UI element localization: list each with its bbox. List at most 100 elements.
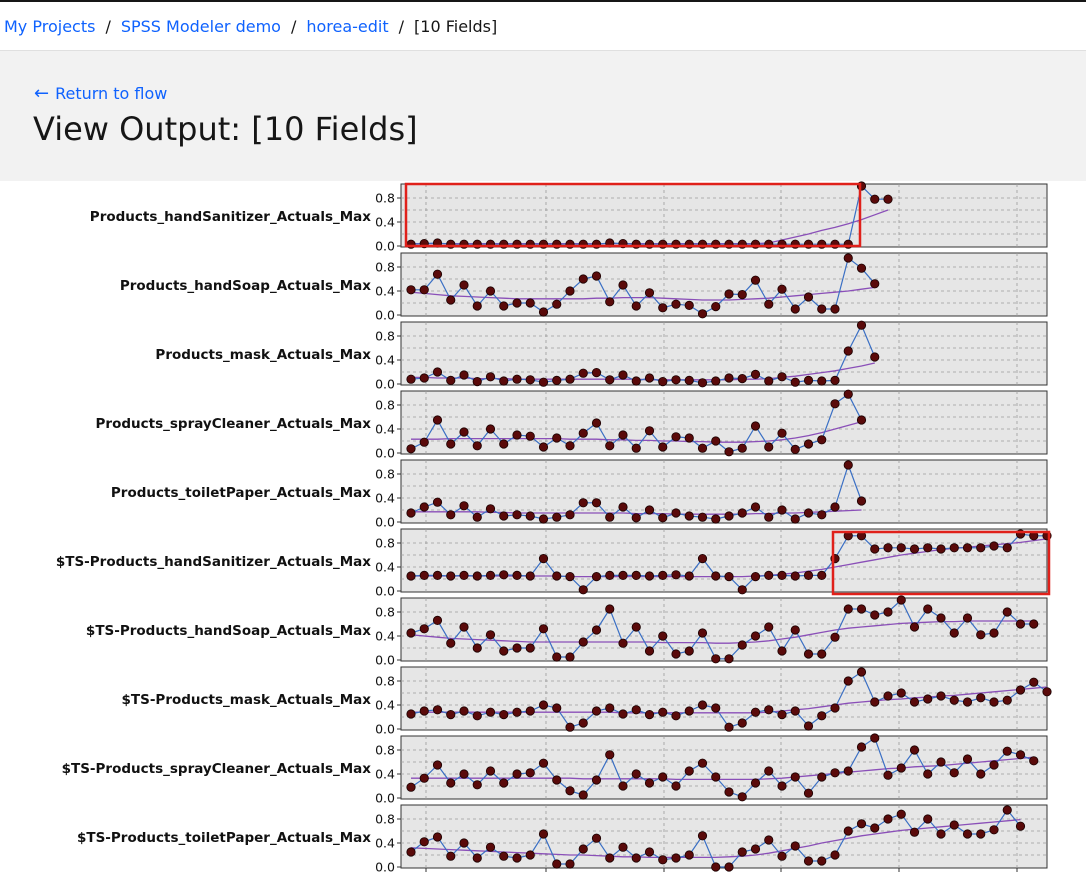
data-point: [843, 604, 853, 614]
data-point: [618, 430, 628, 440]
data-point: [671, 711, 681, 721]
data-point: [737, 585, 747, 595]
data-point: [631, 769, 641, 779]
data-point: [631, 513, 641, 523]
data-point: [684, 571, 694, 581]
trend-line: [410, 620, 1034, 644]
return-to-flow-link[interactable]: ← Return to flow: [34, 83, 167, 104]
data-point: [605, 750, 615, 760]
y-axis-label: $TS-Products_toiletPaper_Actuals_Max: [77, 830, 371, 846]
data-point: [764, 570, 774, 580]
data-point: [472, 377, 482, 387]
data-point: [697, 443, 708, 453]
data-point: [949, 628, 959, 638]
y-tick-label: 0.4: [375, 698, 395, 713]
data-point: [817, 510, 827, 520]
data-point: [803, 570, 814, 580]
data-point: [962, 829, 973, 839]
data-point: [499, 511, 509, 521]
data-point: [1015, 685, 1026, 695]
data-point: [803, 721, 814, 731]
data-point: [432, 269, 443, 279]
data-point: [485, 504, 496, 514]
trend-line: [410, 818, 1021, 859]
data-point: [777, 781, 787, 791]
y-tick-label: 0.0: [375, 722, 395, 737]
data-point: [485, 372, 496, 382]
data-point: [724, 447, 734, 457]
data-point: [750, 778, 761, 788]
y-tick-label: 0.8: [375, 260, 395, 275]
plot-frame: [400, 183, 1048, 248]
data-point: [578, 844, 588, 854]
data-point: [830, 304, 840, 314]
data-point: [750, 502, 761, 512]
trend-line: [410, 286, 875, 301]
data-point: [618, 370, 628, 380]
page-header: ← Return to flow View Output: [10 Fields]: [0, 51, 1086, 181]
breadcrumb-link-project[interactable]: SPSS Modeler demo: [120, 17, 281, 36]
data-point: [512, 707, 522, 717]
data-point: [989, 697, 999, 707]
data-point: [578, 368, 588, 378]
y-tick-label: 0.0: [375, 515, 395, 530]
data-point: [459, 501, 469, 511]
plot-frame: [400, 735, 1048, 800]
y-tick-label: 0.8: [375, 743, 395, 758]
data-point: [737, 718, 747, 728]
data-point: [591, 271, 602, 281]
breadcrumb-link-my-projects[interactable]: My Projects: [4, 17, 96, 36]
data-point: [790, 571, 800, 581]
data-point: [499, 709, 509, 720]
page-title: View Output: [10 Fields]: [33, 110, 418, 148]
data-point: [658, 570, 668, 580]
data-point: [499, 376, 509, 386]
data-point: [843, 766, 853, 776]
data-point: [883, 691, 893, 701]
data-point: [618, 280, 628, 290]
data-point: [790, 304, 800, 314]
data-point: [803, 439, 814, 449]
data-point: [605, 441, 615, 451]
y-tick-label: 0.8: [375, 329, 395, 344]
data-point: [777, 570, 787, 580]
data-point: [724, 787, 734, 797]
data-point: [671, 375, 681, 385]
y-tick-label: 0.8: [375, 467, 395, 482]
data-point: [817, 649, 827, 659]
data-point: [896, 595, 906, 605]
data-point: [432, 615, 443, 625]
plot-panel: Products_toiletPaper_Actuals_Max 0.8 0.4 0.…: [111, 459, 1048, 530]
data-point: [790, 377, 800, 387]
data-point: [923, 814, 933, 824]
data-point: [830, 703, 840, 713]
data-point: [605, 853, 615, 863]
data-point: [870, 610, 880, 620]
data-point: [459, 370, 469, 380]
data-point: [856, 604, 867, 614]
data-point: [936, 757, 946, 767]
y-tick-label: 0.8: [375, 605, 395, 620]
data-point: [856, 320, 867, 330]
y-axis-label: Products_handSanitizer_Actuals_Max: [90, 209, 371, 225]
data-point: [591, 498, 602, 508]
data-point: [711, 571, 721, 581]
data-point: [830, 768, 840, 778]
data-point: [485, 630, 496, 640]
plot-panel: Products_mask_Actuals_Max 0.8 0.4 0.0: [155, 320, 1048, 392]
data-point: [724, 373, 734, 383]
data-point: [870, 194, 880, 204]
data-point: [406, 285, 416, 295]
data-point: [512, 570, 522, 580]
data-point: [684, 375, 694, 385]
data-point: [989, 541, 999, 551]
data-point: [499, 439, 509, 449]
data-point: [1029, 756, 1039, 766]
data-point: [446, 510, 456, 520]
data-point: [631, 705, 641, 715]
data-point: [764, 622, 774, 632]
breadcrumb-link-flow[interactable]: horea-edit: [306, 17, 389, 36]
data-point: [909, 697, 920, 707]
data-point: [419, 373, 429, 383]
data-point: [552, 375, 562, 385]
